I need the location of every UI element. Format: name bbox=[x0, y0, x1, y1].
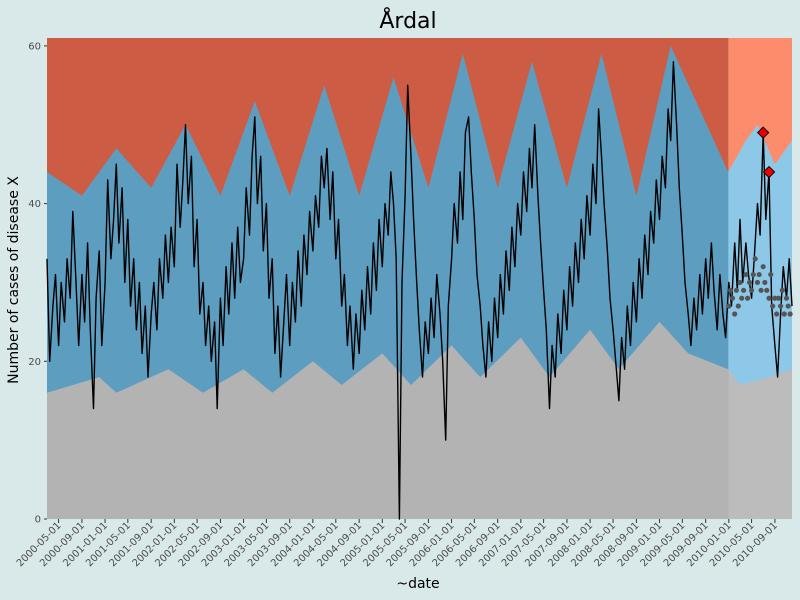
plot-area bbox=[46, 38, 793, 520]
forecast-point-28 bbox=[779, 287, 785, 293]
forecast-point-14 bbox=[752, 256, 758, 262]
forecast-point-20 bbox=[764, 287, 770, 293]
forecast-points bbox=[726, 256, 793, 317]
forecast-point-16 bbox=[756, 271, 762, 278]
forecast-point-29 bbox=[781, 311, 787, 317]
forecast-point-31 bbox=[785, 303, 791, 309]
historical-bands bbox=[47, 38, 729, 519]
forecast-point-9 bbox=[743, 271, 749, 278]
forecast-point-19 bbox=[762, 279, 768, 286]
forecast-point-2 bbox=[729, 295, 736, 301]
x-axis: 2000-05-012000-09-012001-01-012001-05-01… bbox=[15, 519, 780, 569]
forecast-point-11 bbox=[746, 279, 753, 286]
forecast-point-32 bbox=[787, 311, 793, 317]
forecast-point-13 bbox=[750, 271, 756, 278]
y-tick-label-1: 20 bbox=[28, 357, 41, 368]
forecast-point-21 bbox=[766, 295, 772, 301]
y-tick-label-3: 60 bbox=[28, 41, 41, 52]
forecast-point-25 bbox=[774, 311, 780, 317]
alert-markers bbox=[756, 126, 776, 179]
y-axis-title: Number of cases of disease X bbox=[6, 176, 22, 384]
forecast-point-6 bbox=[737, 279, 743, 286]
forecast-point-22 bbox=[768, 271, 774, 278]
forecast-point-5 bbox=[735, 303, 741, 309]
y-axis: 0 20 40 60 bbox=[28, 41, 47, 526]
band-low-historical bbox=[47, 321, 729, 519]
alert-marker-0 bbox=[756, 126, 770, 139]
y-tick-label-0: 0 bbox=[35, 515, 41, 526]
forecast-point-30 bbox=[783, 295, 790, 301]
forecast-point-4 bbox=[733, 287, 740, 293]
forecast-bands bbox=[728, 38, 792, 519]
forecast-point-23 bbox=[770, 303, 776, 309]
forecast-point-1 bbox=[727, 287, 734, 293]
chart-title: Årdal bbox=[379, 7, 436, 34]
forecast-point-3 bbox=[732, 311, 738, 317]
band-high-historical bbox=[47, 38, 729, 196]
x-axis-title: ~date bbox=[396, 576, 439, 592]
forecast-point-17 bbox=[758, 287, 764, 293]
band-low-forecast bbox=[728, 369, 792, 519]
forecast-point-12 bbox=[748, 287, 755, 293]
forecast-point-24 bbox=[772, 295, 778, 301]
forecast-point-8 bbox=[741, 287, 747, 293]
forecast-point-0 bbox=[726, 303, 732, 309]
forecast-point-27 bbox=[778, 303, 784, 309]
alert-marker-1 bbox=[762, 165, 776, 179]
forecast-point-15 bbox=[754, 279, 761, 286]
forecast-point-18 bbox=[760, 264, 766, 270]
cases-line bbox=[46, 61, 793, 520]
forecast-point-26 bbox=[775, 295, 782, 301]
band-high-forecast bbox=[728, 38, 792, 172]
forecast-point-7 bbox=[739, 295, 745, 301]
forecast-point-10 bbox=[744, 295, 751, 301]
y-tick-label-2: 40 bbox=[28, 199, 41, 210]
